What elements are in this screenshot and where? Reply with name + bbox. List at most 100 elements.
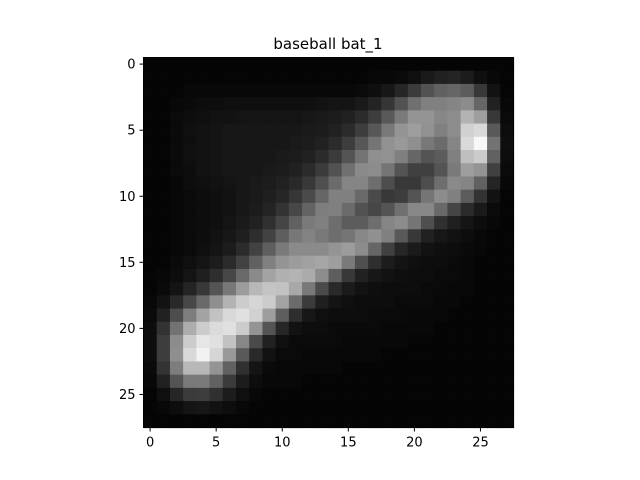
heatmap-cell [275, 242, 290, 257]
heatmap-cell [447, 70, 462, 85]
heatmap-cell [275, 374, 290, 389]
heatmap-cell [473, 163, 488, 178]
heatmap-cell [447, 123, 462, 138]
heatmap-cell [473, 136, 488, 151]
heatmap-cell [381, 176, 396, 191]
heatmap-cell [434, 387, 449, 402]
heatmap-cell [460, 97, 475, 111]
heatmap-cell [500, 202, 515, 217]
heatmap-cell [500, 308, 515, 323]
heatmap-cell [222, 414, 237, 429]
heatmap-cell [341, 268, 356, 283]
heatmap-cell [460, 295, 475, 310]
heatmap-cell [288, 189, 303, 204]
heatmap-cell [500, 414, 515, 429]
heatmap-cell [354, 282, 369, 296]
heatmap-cell [341, 136, 356, 151]
heatmap-cell [302, 295, 316, 310]
heatmap-cell [169, 308, 184, 323]
heatmap-cell [447, 308, 462, 323]
heatmap-cell [328, 70, 343, 85]
heatmap-cell [315, 308, 330, 323]
heatmap-cell [249, 57, 264, 72]
heatmap-cell [249, 321, 264, 336]
heatmap-cell [196, 163, 211, 178]
heatmap-cell [249, 361, 264, 376]
heatmap-cell [143, 335, 158, 349]
heatmap-cell [236, 295, 250, 310]
heatmap-cell [394, 123, 409, 138]
heatmap-cell [421, 216, 435, 230]
heatmap-cell [381, 308, 396, 323]
heatmap-cell [394, 83, 409, 98]
heatmap-cell [288, 70, 303, 85]
heatmap-cell [315, 361, 330, 376]
heatmap-cell [236, 308, 250, 323]
heatmap-cell [354, 189, 369, 204]
heatmap-cell [302, 348, 316, 363]
heatmap-cell [407, 163, 422, 178]
heatmap-cell [183, 163, 197, 178]
heatmap-cell [143, 110, 158, 125]
heatmap-cell [249, 163, 264, 178]
heatmap-cell [328, 163, 343, 178]
heatmap-cell [407, 335, 422, 349]
heatmap-cell [341, 202, 356, 217]
chart-title: baseball bat_1 [273, 35, 382, 54]
heatmap-cell [394, 348, 409, 363]
heatmap-cell [421, 136, 435, 151]
heatmap-cell [394, 255, 409, 270]
heatmap-cell [328, 401, 343, 415]
heatmap-cell [354, 97, 369, 111]
heatmap-cell [169, 321, 184, 336]
heatmap-cell [447, 321, 462, 336]
heatmap-cell [183, 83, 197, 98]
heatmap-cell [368, 282, 382, 296]
heatmap-cell [262, 348, 277, 363]
heatmap-cell [156, 401, 171, 415]
heatmap-cell [236, 136, 250, 151]
heatmap-cell [236, 361, 250, 376]
heatmap-cell [434, 110, 449, 125]
heatmap-cell [143, 57, 158, 72]
heatmap-cell [368, 335, 382, 349]
heatmap-cell [222, 136, 237, 151]
heatmap-cell [434, 242, 449, 257]
heatmap-cell [315, 97, 330, 111]
heatmap-cell [236, 202, 250, 217]
heatmap-cell [487, 136, 501, 151]
heatmap-cell [288, 110, 303, 125]
heatmap-cell [421, 295, 435, 310]
heatmap-cell [407, 321, 422, 336]
heatmap-cell [262, 150, 277, 164]
heatmap-cell [341, 229, 356, 244]
heatmap-cell [315, 348, 330, 363]
heatmap-cell [143, 202, 158, 217]
heatmap-cell [302, 414, 316, 429]
heatmap-cell [328, 374, 343, 389]
heatmap-cell [460, 83, 475, 98]
heatmap-cell [473, 268, 488, 283]
heatmap-cell [275, 163, 290, 178]
heatmap-cell [487, 57, 501, 72]
heatmap-cell [143, 268, 158, 283]
heatmap-cell [236, 216, 250, 230]
heatmap-cell [447, 136, 462, 151]
heatmap-cell [354, 163, 369, 178]
heatmap-cell [381, 110, 396, 125]
heatmap-cell [500, 110, 515, 125]
heatmap-cell [222, 216, 237, 230]
heatmap-cell [169, 176, 184, 191]
heatmap-cell [394, 229, 409, 244]
heatmap-cell [487, 295, 501, 310]
heatmap-cell [262, 308, 277, 323]
heatmap-cell [407, 176, 422, 191]
heatmap-cell [183, 295, 197, 310]
heatmap-cell [183, 242, 197, 257]
heatmap-cell [447, 57, 462, 72]
heatmap-cell [407, 401, 422, 415]
heatmap-cell [249, 335, 264, 349]
heatmap-cell [421, 308, 435, 323]
heatmap-cell [302, 150, 316, 164]
heatmap-cell [447, 83, 462, 98]
